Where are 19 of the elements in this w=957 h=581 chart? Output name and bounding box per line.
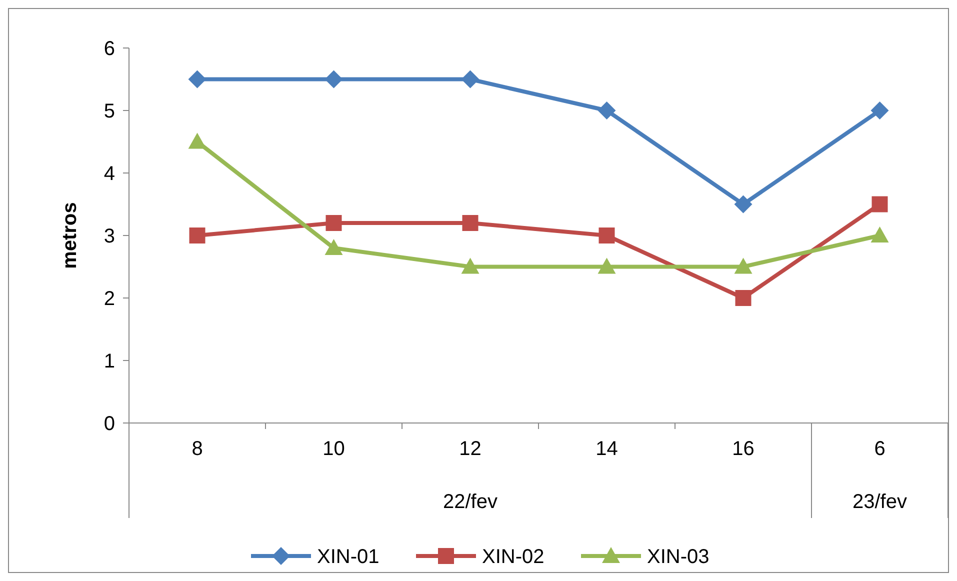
text: 23/fev <box>852 491 907 513</box>
y-tick-label: 4 <box>104 163 115 185</box>
legend-label: XIN-01 <box>317 546 380 568</box>
y-tick-label: 2 <box>104 288 115 310</box>
x-tick-label: 10 <box>322 438 345 460</box>
y-tick-label: 0 <box>104 413 115 435</box>
legend-label: XIN-02 <box>482 546 544 568</box>
y-axis-title: metros <box>59 202 81 269</box>
legend-label: XIN-03 <box>647 546 710 568</box>
y-tick-label: 1 <box>104 350 115 372</box>
x-tick-label: 14 <box>596 438 618 460</box>
y-tick-label: 3 <box>104 226 115 248</box>
y-tick-label: 5 <box>104 100 115 122</box>
y-tick-label: 6 <box>104 38 115 60</box>
x-tick-label: 12 <box>459 438 482 460</box>
x-tick-label: 6 <box>874 438 886 460</box>
x-tick-label: 8 <box>192 438 203 460</box>
x-tick-label: 16 <box>732 438 754 460</box>
text: 22/fev <box>443 491 498 513</box>
